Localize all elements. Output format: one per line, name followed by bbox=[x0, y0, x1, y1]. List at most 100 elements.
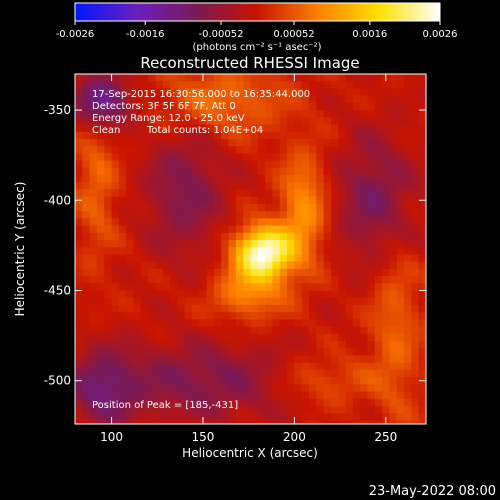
heatmap-cell bbox=[257, 398, 266, 407]
heatmap-cell bbox=[148, 138, 156, 147]
heatmap-cell bbox=[192, 225, 200, 234]
heatmap-cell bbox=[279, 110, 288, 118]
heatmap-cell bbox=[367, 391, 376, 400]
heatmap-cell bbox=[404, 326, 412, 335]
heatmap-cell bbox=[382, 333, 390, 342]
heatmap-cell bbox=[170, 377, 178, 385]
heatmap-cell bbox=[287, 290, 295, 299]
heatmap-cell bbox=[177, 95, 186, 104]
heatmap-cell bbox=[104, 405, 113, 414]
heatmap-cell bbox=[367, 283, 376, 291]
heatmap-cell bbox=[330, 362, 339, 371]
colorbar-tick-label: 0.0016 bbox=[352, 29, 387, 40]
heatmap-cell bbox=[338, 175, 347, 183]
heatmap-cell bbox=[126, 413, 134, 421]
heatmap-cell bbox=[309, 189, 317, 198]
heatmap-cell bbox=[265, 225, 273, 234]
heatmap-cell bbox=[374, 196, 383, 205]
heatmap-cell bbox=[287, 304, 295, 313]
heatmap-cell bbox=[96, 326, 105, 335]
heatmap-cell bbox=[133, 355, 142, 364]
heatmap-cell bbox=[272, 341, 281, 349]
heatmap-cell bbox=[206, 413, 215, 421]
heatmap-cell bbox=[301, 297, 310, 306]
heatmap-cell bbox=[345, 131, 354, 140]
heatmap-cell bbox=[155, 218, 164, 227]
heatmap-cell bbox=[411, 110, 420, 118]
heatmap-cell bbox=[316, 102, 325, 111]
heatmap-cell bbox=[228, 117, 237, 126]
heatmap-cell bbox=[396, 268, 405, 277]
heatmap-cell bbox=[235, 398, 244, 407]
heatmap-cell bbox=[316, 384, 325, 393]
heatmap-cell bbox=[338, 377, 347, 385]
heatmap-cell bbox=[104, 81, 113, 89]
heatmap-cell bbox=[323, 211, 332, 219]
heatmap-cell bbox=[294, 110, 303, 118]
heatmap-cell bbox=[82, 384, 91, 393]
heatmap-cell bbox=[206, 276, 215, 284]
heatmap-cell bbox=[404, 341, 412, 349]
heatmap-cell bbox=[294, 146, 303, 154]
heatmap-cell bbox=[89, 182, 98, 190]
heatmap-cell bbox=[118, 232, 127, 241]
heatmap-cell bbox=[404, 146, 412, 154]
heatmap-cell bbox=[221, 326, 230, 335]
heatmap-cell bbox=[118, 211, 127, 219]
heatmap-cell bbox=[126, 276, 134, 284]
heatmap-cell bbox=[177, 218, 186, 227]
colorbar-bar bbox=[74, 2, 441, 22]
heatmap-cell bbox=[338, 182, 347, 190]
heatmap-cell bbox=[184, 95, 193, 104]
heatmap-cell bbox=[287, 348, 295, 356]
heatmap-cell bbox=[104, 333, 113, 342]
heatmap-cell bbox=[118, 225, 127, 234]
heatmap-cell bbox=[301, 261, 310, 270]
heatmap-cell bbox=[367, 254, 376, 263]
heatmap-cell bbox=[170, 167, 178, 176]
heatmap-cell bbox=[126, 268, 134, 277]
heatmap-cell bbox=[316, 225, 325, 234]
heatmap-cell bbox=[184, 88, 193, 97]
heatmap-cell bbox=[367, 225, 376, 234]
heatmap-cell bbox=[184, 196, 193, 205]
heatmap-cell bbox=[140, 167, 149, 176]
heatmap-cell bbox=[221, 268, 230, 277]
heatmap-cell bbox=[301, 312, 310, 320]
heatmap-cell bbox=[309, 131, 317, 140]
heatmap-cell bbox=[155, 333, 164, 342]
heatmap-cell bbox=[126, 189, 134, 198]
heatmap-cell bbox=[323, 81, 332, 89]
heatmap-cell bbox=[243, 384, 251, 393]
heatmap-cell bbox=[148, 355, 156, 364]
heatmap-cell bbox=[148, 160, 156, 169]
heatmap-cell bbox=[418, 384, 427, 393]
heatmap-cell bbox=[177, 81, 186, 89]
heatmap-cell bbox=[82, 268, 91, 277]
heatmap-cell bbox=[352, 355, 361, 364]
heatmap-cell bbox=[111, 203, 120, 212]
heatmap-cell bbox=[367, 348, 376, 356]
heatmap-cell bbox=[265, 326, 273, 335]
heatmap-cell bbox=[279, 117, 288, 126]
heatmap-cell bbox=[148, 283, 156, 291]
heatmap-cell bbox=[279, 211, 288, 219]
heatmap-cell bbox=[126, 341, 134, 349]
heatmap-cell bbox=[272, 95, 281, 104]
heatmap-cell bbox=[330, 391, 339, 400]
heatmap-cell bbox=[323, 312, 332, 320]
heatmap-cell bbox=[265, 74, 273, 82]
heatmap-cell bbox=[257, 369, 266, 378]
heatmap-cell bbox=[316, 211, 325, 219]
heatmap-cell bbox=[235, 297, 244, 306]
heatmap-cell bbox=[243, 74, 251, 82]
heatmap-cell bbox=[228, 384, 237, 393]
heatmap-cell bbox=[162, 341, 171, 349]
heatmap-cell bbox=[352, 326, 361, 335]
heatmap-cell bbox=[389, 138, 398, 147]
heatmap-cell bbox=[213, 420, 222, 425]
heatmap-cell bbox=[389, 319, 398, 328]
heatmap-cell bbox=[75, 391, 83, 400]
heatmap-cell bbox=[89, 102, 98, 111]
heatmap-cell bbox=[338, 355, 347, 364]
